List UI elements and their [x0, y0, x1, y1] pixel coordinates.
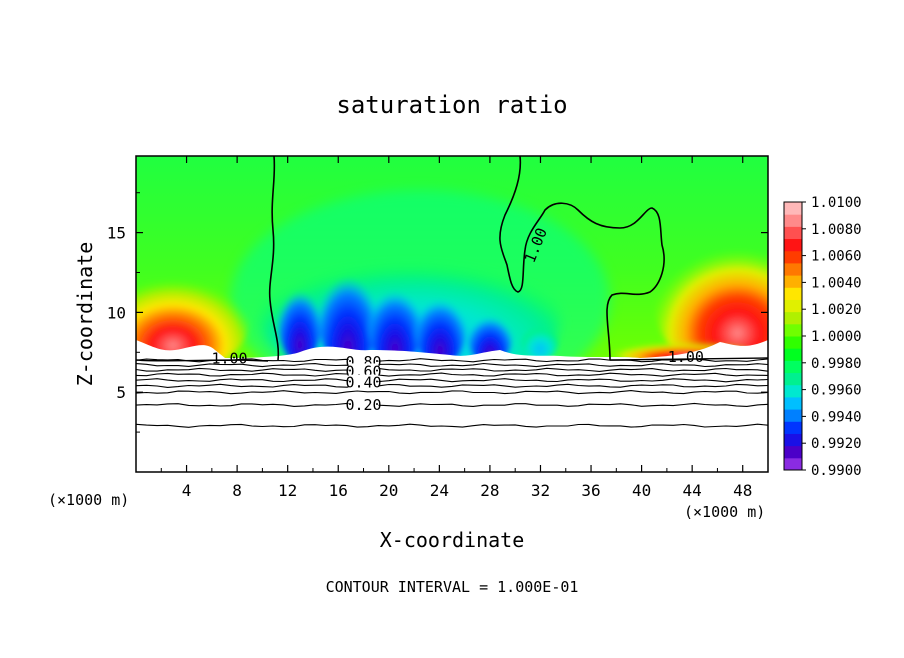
chart-title: saturation ratio [336, 91, 567, 119]
colorbar-label: 1.0100 [811, 195, 862, 211]
colorbar-label: 0.9920 [811, 436, 862, 452]
x-axis-label: X-coordinate [380, 528, 525, 552]
x-tick-label: 32 [531, 481, 550, 500]
y-tick-label: 5 [116, 383, 126, 402]
colorbar-swatch [784, 372, 802, 386]
colorbar-label: 0.9980 [811, 356, 862, 372]
colorbar-swatch [784, 409, 802, 422]
colorbar-swatch [784, 214, 802, 227]
isolines-group [136, 358, 768, 428]
y-axis: 5 10 15 [107, 192, 768, 433]
x-unit-left: (×1000 m) [48, 491, 129, 509]
colorbar-swatch [784, 433, 802, 447]
colorbar-label: 0.9960 [811, 383, 862, 399]
x-axis: 4 8 12 16 20 24 28 32 36 40 44 48 [160, 156, 752, 500]
plot-frame [135, 155, 769, 473]
colorbar-swatch [784, 275, 802, 288]
isoline [136, 358, 768, 363]
colorbar-swatch [784, 360, 802, 374]
y-tick-label: 15 [107, 224, 126, 243]
x-tick-label: 8 [232, 481, 242, 500]
colorbar-swatch [784, 262, 802, 276]
x-tick-label: 36 [581, 481, 600, 500]
colorbar-labels: 1.0100 1.0080 1.0060 1.0040 1.0020 1.0000 0.99… [802, 195, 862, 479]
x-tick-label: 48 [733, 481, 752, 500]
isoline [136, 367, 768, 372]
colorbar-swatch [784, 250, 802, 264]
isoline [136, 383, 768, 388]
x-tick-label: 28 [480, 481, 499, 500]
isoline [136, 390, 768, 395]
x-unit-right: (×1000 m) [684, 503, 765, 521]
isoline [136, 402, 768, 407]
colorbar-swatch [784, 226, 802, 240]
contour-label: 0.40 [345, 374, 381, 392]
colorbar-label: 1.0080 [811, 222, 862, 238]
colorbar-swatch [784, 421, 802, 434]
isoline [136, 372, 768, 377]
colorbar-swatch [784, 384, 802, 398]
x-tick-label: 40 [632, 481, 651, 500]
x-tick-label: 12 [278, 481, 297, 500]
contour-label: 1.00 [211, 350, 247, 368]
colorbar-label: 1.0000 [811, 329, 862, 345]
contour-interval-note: CONTOUR INTERVAL = 1.000E-01 [326, 578, 579, 596]
colorbar-swatch [784, 348, 802, 361]
isoline [136, 378, 768, 383]
colorbar-swatch [784, 323, 802, 337]
contour-label-bg [348, 374, 379, 389]
colorbar-label: 1.0020 [811, 302, 862, 318]
colorbar-label: 1.0040 [811, 275, 862, 291]
contour-label: 0.20 [345, 396, 381, 414]
isoline [136, 362, 768, 368]
contour-label-bg [348, 396, 379, 411]
y-tick-label: 10 [107, 303, 126, 322]
colorbar-swatch [784, 238, 802, 252]
contour-label-bg [348, 363, 379, 378]
colorbar-label: 0.9940 [811, 409, 862, 425]
x-tick-label: 24 [430, 481, 449, 500]
colorbar-swatch [784, 311, 802, 325]
colorbar-swatch [784, 396, 802, 410]
colorbar-swatch [784, 287, 802, 300]
colorbar [783, 201, 803, 471]
colorbar-swatch [784, 336, 802, 349]
contour-label: 1.00 [668, 348, 704, 366]
x-tick-label: 20 [379, 481, 398, 500]
colorbar-label: 0.9900 [811, 463, 862, 479]
colorbar-swatch [784, 299, 802, 313]
colorbar-swatch [784, 202, 802, 215]
y-axis-label: Z-coordinate [73, 242, 97, 387]
saturation-field [136, 156, 768, 472]
isoline [136, 423, 768, 428]
x-tick-label: 16 [329, 481, 348, 500]
colorbar-label: 1.0060 [811, 249, 862, 265]
colorbar-swatch [784, 445, 802, 459]
x-tick-label: 4 [182, 481, 192, 500]
x-tick-label: 44 [683, 481, 702, 500]
colorbar-swatch [784, 457, 802, 471]
